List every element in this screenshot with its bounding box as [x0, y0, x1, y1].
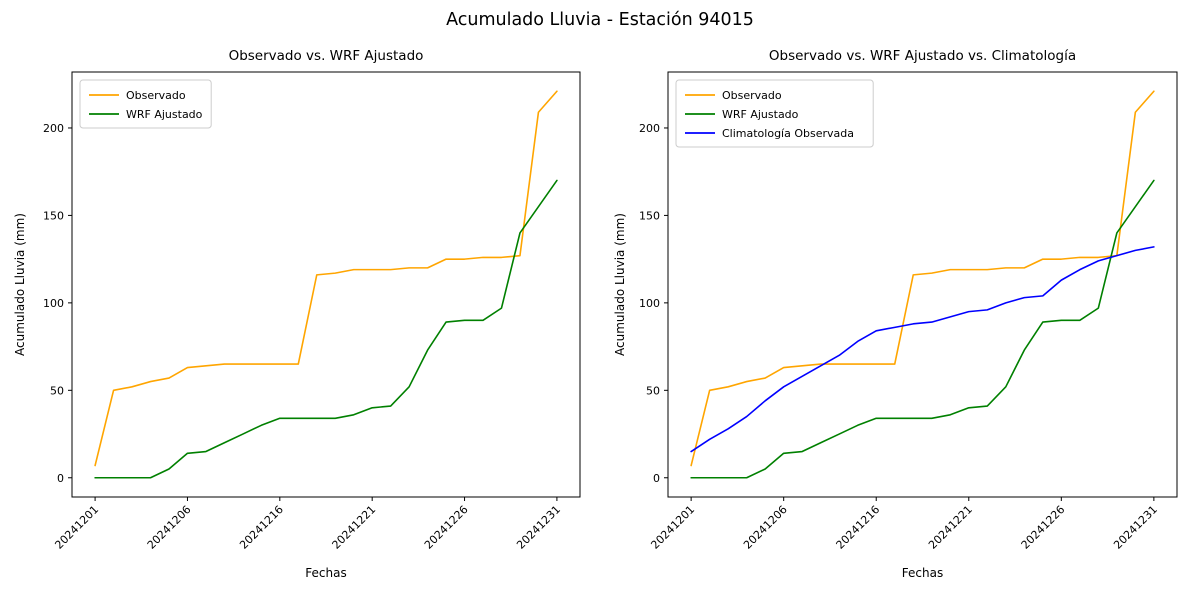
legend-label: WRF Ajustado	[126, 108, 203, 121]
x-axis-label: Fechas	[305, 566, 346, 580]
right-chart: 0 50 100 150 200 20241201 20241206 20241216 2024…	[613, 48, 1178, 580]
legend-box	[79, 79, 212, 129]
x-tick-label: 20241216	[834, 503, 883, 552]
x-tick-label: 20241201	[52, 503, 101, 552]
y-axis-label: Acumulado Lluvia (mm)	[613, 213, 627, 356]
x-tick-label: 20241201	[648, 503, 697, 552]
x-tick-label: 20241206	[741, 503, 790, 552]
y-tick-label: 0	[653, 472, 660, 485]
x-tick-label: 20241226	[1019, 503, 1068, 552]
left-chart: 0 50 100 150 200 20241201 20241206 20241216 2024…	[13, 48, 581, 580]
y-tick-label: 50	[50, 384, 64, 397]
series-line-wrf-ajustado	[690, 179, 1155, 479]
subplot-title: Observado vs. WRF Ajustado vs. Climatolo…	[769, 48, 1076, 64]
legend-label: WRF Ajustado	[722, 108, 799, 121]
y-tick-label: 100	[43, 297, 64, 310]
y-tick-label: 50	[646, 384, 660, 397]
series-line-wrf-ajustado	[94, 179, 558, 479]
series-line-observado	[94, 90, 558, 467]
series-line-observado	[690, 90, 1155, 467]
right-subplot: 0 50 100 150 200 20241201 20241206 20241216 2024…	[600, 0, 1200, 600]
legend: Observado WRF Ajustado Climatología Observ…	[675, 79, 874, 148]
legend-label: Climatología Observada	[722, 127, 854, 140]
axes-box	[71, 71, 581, 498]
y-tick-label: 200	[43, 122, 64, 135]
x-tick-label: 20241221	[926, 503, 975, 552]
legend-box	[675, 79, 874, 148]
y-axis-label: Acumulado Lluvia (mm)	[13, 213, 27, 356]
x-tick-label: 20241231	[1111, 503, 1160, 552]
x-tick-label: 20241231	[514, 503, 563, 552]
left-subplot: 0 50 100 150 200 20241201 20241206 20241216 2024…	[13, 48, 581, 580]
y-tick-label: 200	[639, 122, 660, 135]
x-tick-label: 20241221	[330, 503, 379, 552]
axes-box	[667, 71, 1178, 498]
x-tick-label: 20241226	[422, 503, 471, 552]
y-tick-label: 150	[43, 209, 64, 222]
legend-label: Observado	[126, 89, 186, 102]
legend-label: Observado	[722, 89, 782, 102]
x-axis-label: Fechas	[902, 566, 943, 580]
y-tick-label: 150	[639, 209, 660, 222]
y-tick-label: 100	[639, 297, 660, 310]
legend: Observado WRF Ajustado	[79, 79, 212, 129]
x-tick-label: 20241206	[145, 503, 194, 552]
x-tick-label: 20241216	[237, 503, 286, 552]
figure-title: Acumulado Lluvia - Estación 94015	[446, 10, 754, 30]
subplot-title: Observado vs. WRF Ajustado	[229, 48, 424, 64]
y-tick-label: 0	[57, 472, 64, 485]
series-line-climatolog-a-observada	[690, 246, 1155, 453]
